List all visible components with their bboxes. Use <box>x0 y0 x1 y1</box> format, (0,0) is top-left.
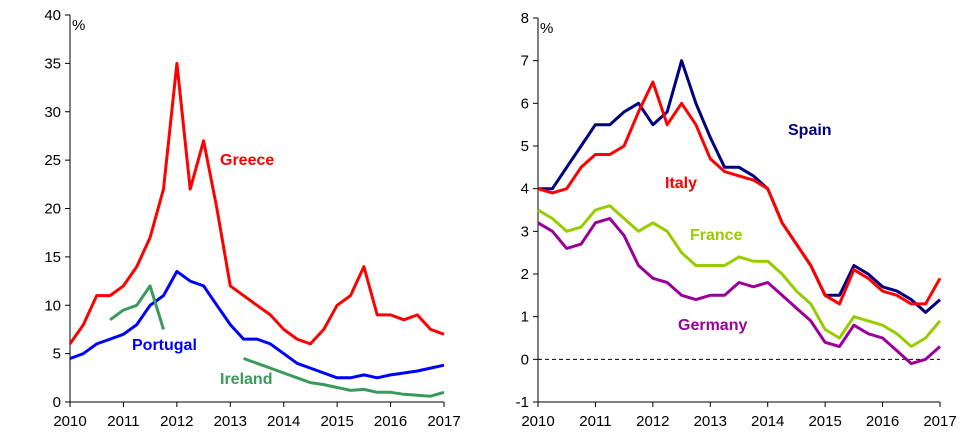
y-tick-label: 20 <box>44 201 61 218</box>
y-tick-label: 0 <box>53 394 61 411</box>
series-label: Portugal <box>132 337 197 354</box>
x-tick-label: 2012 <box>160 413 193 430</box>
x-tick-label: 2013 <box>694 413 727 430</box>
x-tick-label: 2010 <box>53 413 86 430</box>
y-tick-label: 40 <box>44 7 61 24</box>
y-tick-label: 5 <box>521 138 529 155</box>
y-tick-label: 4 <box>521 181 529 198</box>
series-label: France <box>690 227 743 244</box>
y-tick-label: 6 <box>521 95 529 112</box>
y-tick-label: 10 <box>44 297 61 314</box>
y-tick-label: 15 <box>44 249 61 266</box>
series-label: Ireland <box>220 371 272 388</box>
y-tick-label: 8 <box>521 10 529 27</box>
x-tick-label: 2012 <box>636 413 669 430</box>
y-tick-label: 35 <box>44 55 61 72</box>
y-tick-label: 30 <box>44 104 61 121</box>
x-tick-label: 2014 <box>267 413 300 430</box>
series-label: Germany <box>678 317 747 334</box>
x-tick-label: 2013 <box>214 413 247 430</box>
x-tick-label: 2017 <box>427 413 460 430</box>
series-line <box>109 284 445 398</box>
y-tick-label: 2 <box>521 266 529 283</box>
y-axis-label: % <box>72 17 85 34</box>
x-tick-label: 2010 <box>521 413 554 430</box>
series-label: Italy <box>665 175 697 192</box>
y-axis-label: % <box>540 20 553 37</box>
x-tick-label: 2016 <box>866 413 899 430</box>
series-line <box>537 80 942 306</box>
series-line <box>537 204 942 348</box>
series-line <box>537 217 941 366</box>
x-tick-label: 2016 <box>374 413 407 430</box>
y-tick-label: 3 <box>521 223 529 240</box>
y-tick-label: 7 <box>521 53 529 70</box>
x-tick-label: 2011 <box>107 413 139 430</box>
series-label: Spain <box>788 122 832 139</box>
x-tick-label: 2017 <box>923 413 956 430</box>
x-tick-label: 2014 <box>751 413 784 430</box>
series-line <box>538 59 941 314</box>
y-tick-label: -1 <box>516 394 529 411</box>
x-tick-label: 2011 <box>579 413 611 430</box>
y-tick-label: 0 <box>521 351 529 368</box>
x-tick-label: 2015 <box>808 413 841 430</box>
y-tick-label: 5 <box>53 346 61 363</box>
series-line <box>69 269 445 380</box>
x-tick-label: 2015 <box>320 413 353 430</box>
y-tick-label: 1 <box>521 309 529 326</box>
series-line <box>68 61 445 346</box>
y-tick-label: 25 <box>44 152 61 169</box>
series-label: Greece <box>220 152 274 169</box>
